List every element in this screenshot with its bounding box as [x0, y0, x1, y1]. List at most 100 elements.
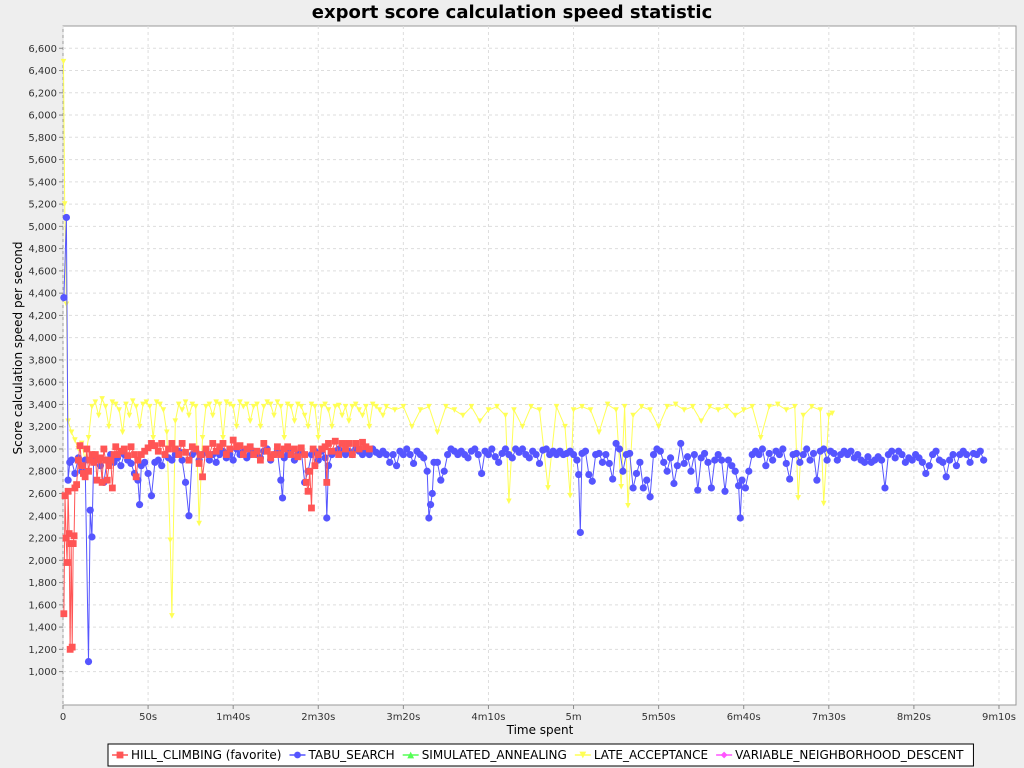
- late-acceptance-point: [99, 396, 105, 402]
- hill-climbing-favorite-point: [306, 467, 314, 475]
- late-acceptance-point: [261, 403, 267, 410]
- late-acceptance-point: [237, 399, 243, 406]
- tabu-search-point: [575, 470, 583, 479]
- tabu-search-point: [433, 458, 441, 466]
- legend-marker-hill-climbing-favorite: [116, 751, 124, 759]
- tabu-search-point: [365, 450, 373, 459]
- late-acceptance-point: [322, 401, 328, 408]
- tabu-search-point: [830, 449, 838, 458]
- tabu-search-point: [643, 476, 651, 484]
- tabu-search-point: [762, 462, 770, 470]
- hill-climbing-favorite-point: [314, 451, 322, 458]
- hill-climbing-favorite-point: [291, 445, 298, 453]
- late-acceptance-point: [89, 403, 95, 410]
- tabu-search-point: [908, 456, 916, 464]
- late-acceptance-point: [352, 401, 359, 408]
- hill-climbing-favorite-point: [178, 440, 186, 447]
- late-acceptance-point: [106, 423, 112, 430]
- late-acceptance-point: [774, 401, 781, 408]
- tabu-search-point: [717, 456, 726, 464]
- late-acceptance-point: [647, 407, 653, 413]
- tabu-search-point: [154, 456, 162, 464]
- tabu-search-point: [813, 476, 821, 484]
- late-acceptance-point: [570, 407, 577, 413]
- tabu-search-point: [278, 494, 287, 502]
- hill-climbing-favorite-point: [110, 451, 118, 458]
- late-acceptance-point: [281, 435, 288, 441]
- tabu-search-point: [939, 458, 947, 466]
- tabu-search-point: [518, 445, 527, 453]
- tabu-search-point: [612, 439, 620, 448]
- tabu-search-point: [704, 458, 712, 466]
- y-tick-label: 6,000: [28, 111, 57, 122]
- hill-climbing-favorite-point: [270, 451, 278, 458]
- late-acceptance-point: [451, 407, 458, 413]
- late-acceptance-point: [68, 429, 75, 436]
- legend-label-variable-neighborhood-descent: VARIABLE_NEIGHBORHOOD_DESCENT: [735, 748, 964, 762]
- late-acceptance-point: [284, 401, 291, 408]
- tabu-search-point: [471, 445, 479, 453]
- hill-climbing-favorite-point: [127, 443, 135, 451]
- tabu-search-point: [663, 467, 671, 475]
- legend-label-hill-climbing-favorite: HILL_CLIMBING (favorite): [131, 748, 282, 762]
- late-acceptance-point: [373, 403, 379, 410]
- late-acceptance-point: [179, 407, 185, 413]
- tabu-search-point: [615, 445, 624, 453]
- x-tick-label: 7m30s: [812, 712, 846, 723]
- late-acceptance-point: [308, 401, 315, 408]
- late-acceptance-point: [672, 401, 679, 408]
- hill-climbing-favorite-point: [335, 451, 343, 458]
- x-tick-label: 5m: [565, 712, 581, 723]
- legend-marker-variable-neighborhood-descent: [720, 751, 728, 759]
- hill-climbing-favorite-point: [199, 473, 206, 481]
- late-acceptance-point: [468, 403, 475, 410]
- late-acceptance-point: [288, 403, 294, 410]
- tabu-search-point: [963, 450, 971, 459]
- y-tick-label: 5,200: [28, 200, 57, 211]
- hill-climbing-favorite-point: [108, 484, 116, 492]
- y-tick-label: 6,200: [28, 88, 57, 99]
- hill-climbing-favorite-point: [76, 442, 84, 450]
- hill-climbing-favorite-point: [161, 451, 169, 458]
- hill-climbing-favorite-point: [68, 643, 76, 651]
- y-tick-label: 5,400: [28, 177, 57, 188]
- series-layer: [60, 58, 988, 666]
- tabu-search-point: [670, 479, 678, 488]
- tabu-search-point: [229, 456, 237, 464]
- tabu-search-point: [946, 456, 954, 464]
- y-tick-label: 2,600: [28, 489, 57, 500]
- tabu-search-point: [158, 462, 166, 470]
- tabu-search-point: [966, 458, 974, 466]
- hill-climbing-favorite-point: [105, 462, 113, 470]
- late-acceptance-point: [95, 412, 102, 419]
- hill-climbing-favorite-point: [197, 451, 205, 458]
- tabu-search-point: [820, 445, 828, 453]
- tabu-search-point: [619, 467, 627, 475]
- late-acceptance-point: [109, 399, 116, 406]
- late-acceptance-point: [220, 435, 226, 441]
- late-acceptance-point: [443, 403, 449, 410]
- late-acceptance-point: [434, 429, 441, 436]
- late-acceptance-point: [175, 401, 182, 408]
- hill-climbing-favorite-point: [144, 444, 152, 452]
- hill-climbing-favorite-point: [60, 610, 68, 618]
- late-acceptance-point: [783, 407, 790, 413]
- late-acceptance-point: [596, 429, 602, 436]
- tabu-search-point: [423, 467, 431, 475]
- late-acceptance-point: [182, 399, 189, 406]
- tabu-search-point: [598, 458, 607, 466]
- late-acceptance-point: [681, 407, 687, 413]
- late-acceptance-point: [85, 435, 92, 441]
- late-acceptance-point: [553, 403, 560, 410]
- late-acceptance-point: [257, 423, 264, 430]
- tabu-search-point: [833, 456, 841, 464]
- late-acceptance-point: [339, 412, 345, 419]
- tabu-search-point: [952, 462, 961, 470]
- hill-climbing-favorite-point: [311, 462, 319, 470]
- tabu-search-point: [324, 462, 333, 470]
- tabu-search-point: [581, 447, 590, 455]
- late-acceptance-point: [409, 423, 415, 430]
- late-acceptance-point: [102, 403, 109, 410]
- hill-climbing-favorite-point: [78, 462, 86, 470]
